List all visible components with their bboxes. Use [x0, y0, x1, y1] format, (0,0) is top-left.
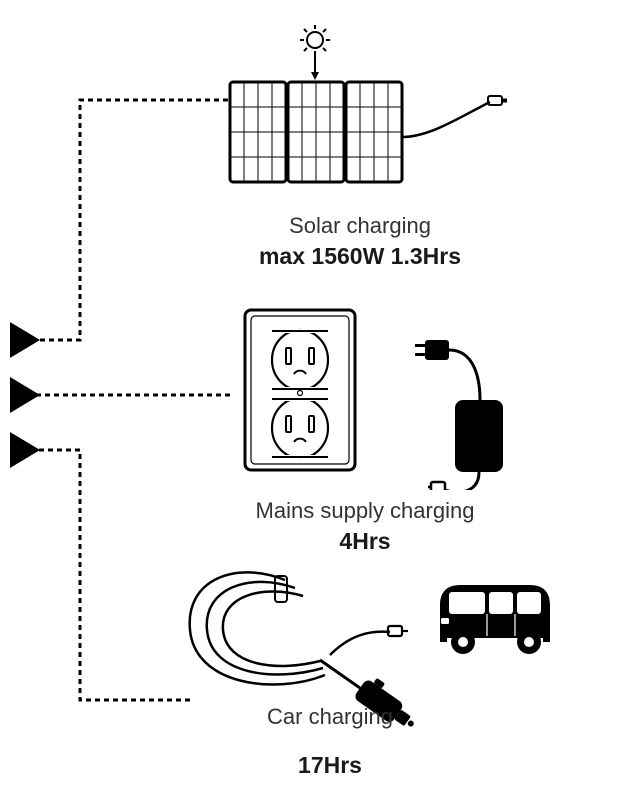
diagram-stage: Solar charging max 1560W 1.3Hrs — [0, 0, 617, 790]
mains-icon — [195, 300, 535, 490]
car-label: Car charging — [95, 704, 565, 730]
solar-icon — [200, 20, 520, 205]
mains-label: Mains supply charging — [195, 498, 535, 524]
mains-spec: 4Hrs — [195, 528, 535, 555]
car-spec: 17Hrs — [95, 752, 565, 779]
solar-spec: max 1560W 1.3Hrs — [200, 243, 520, 270]
method-car: Car charging 17Hrs — [155, 555, 565, 779]
method-mains: Mains supply charging 4Hrs — [195, 300, 535, 555]
solar-label: Solar charging — [200, 213, 520, 239]
method-solar: Solar charging max 1560W 1.3Hrs — [200, 20, 520, 270]
